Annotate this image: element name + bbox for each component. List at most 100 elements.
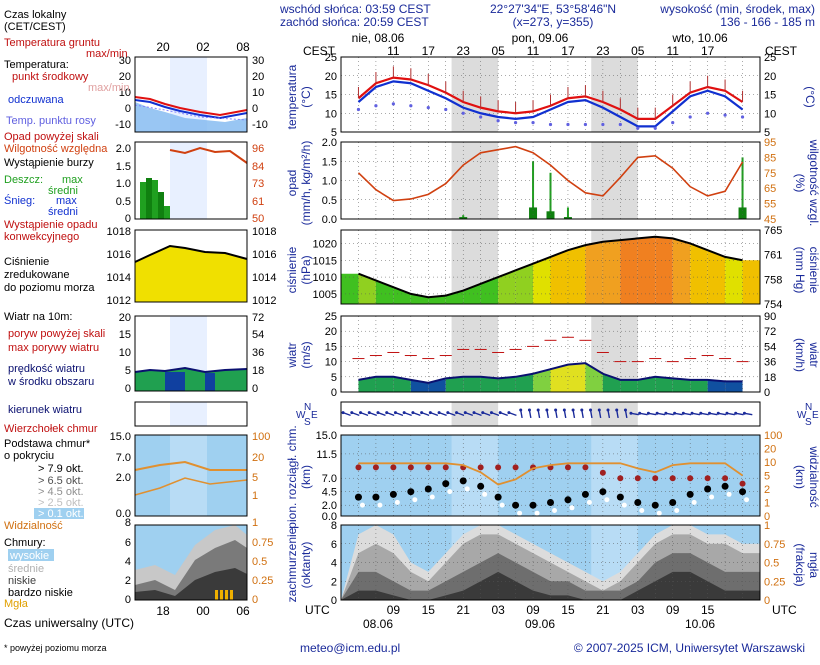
sunrise-text: wschód słońca: 03:59 CEST — [279, 2, 431, 16]
cloud-top-dot-4 — [425, 464, 432, 471]
legend-local-time: Czas lokalny — [4, 9, 67, 21]
mini-wind-left-2: 15 — [119, 329, 131, 341]
mini-cloudbase-axis: 15.0 7.0 2.0 0.0 100 20 5 1 — [110, 431, 271, 520]
wind-fill-1 — [375, 376, 394, 392]
cloud-low-cover-dot-3 — [412, 497, 418, 503]
mini-wind-right-5: 0 — [252, 383, 258, 395]
cest-label-left: CEST — [303, 44, 336, 58]
cloud-top-dot-22 — [739, 480, 746, 487]
mini-pres-right-3: 1014 — [252, 272, 276, 284]
dew-point-3 — [409, 104, 413, 108]
pressure-fill-19 — [690, 243, 708, 304]
cloud-base-dot-5 — [442, 480, 450, 488]
mini-top-tick-2: 02 — [196, 40, 210, 54]
felt-temp-line — [357, 80, 744, 128]
dew-point-13 — [583, 122, 588, 127]
cloud-top-dot-3 — [407, 464, 414, 471]
title-humid: wilgotność wzgl. — [807, 139, 820, 227]
hour-top-7: 05 — [631, 44, 645, 58]
cloud-low-cover-dot-21 — [726, 491, 732, 497]
cloud-top-dot-9 — [512, 464, 519, 471]
title-pres: ciśnienie — [285, 246, 299, 293]
panel-border-cb — [340, 434, 761, 517]
wind-dir-head-295 — [507, 411, 511, 415]
legend-c65: > 6.5 okt. — [38, 475, 84, 487]
cloud-top-dot-17 — [652, 475, 659, 482]
panel-border-dir — [340, 401, 761, 427]
legend-snow-avg: średni — [48, 206, 78, 218]
legend-temp-maxmin: max/min — [88, 82, 130, 94]
hour-bottom-2: 21 — [457, 603, 471, 617]
dew-point-15 — [618, 122, 622, 127]
ytick-right-cb-5: 1 — [764, 498, 770, 510]
visibility-line — [358, 462, 744, 486]
ytick-left-precip-3: 0.5 — [322, 195, 337, 207]
cloud-base-dot-15 — [616, 493, 624, 501]
wind-dir-head-445 — [597, 408, 601, 412]
compass-right-e: E — [812, 410, 819, 421]
wind-dir-head-310 — [519, 408, 523, 412]
wind-dir-head-700 — [742, 411, 746, 415]
mini-pres-right-4: 1012 — [252, 295, 276, 307]
hour-top-9: 17 — [701, 44, 715, 58]
dew-point-7 — [479, 115, 483, 119]
legend-pressure: Ciśnienie — [4, 256, 49, 268]
title-precip-unit: (mm/h, kg/m²/h) — [299, 141, 313, 226]
ytick-right-precip-3: 65 — [764, 183, 776, 195]
dew-point-11 — [548, 122, 553, 127]
mini-bottom-tick-3: 06 — [236, 604, 250, 618]
wind-dir-head-460 — [606, 408, 610, 412]
wind-dir-head-565 — [664, 411, 668, 415]
ytick-left-temp-1: 20 — [325, 71, 337, 83]
legend-cloud-base: Podstawa chmur* — [4, 438, 91, 450]
cloud-base-dot-21 — [721, 482, 729, 490]
ytick-left-temp-4: 5 — [331, 127, 337, 139]
mini-hum-right-2: 84 — [252, 161, 264, 173]
night-band-temp-0 — [451, 57, 499, 132]
ytick-left-pres-3: 1005 — [313, 289, 337, 301]
legend-gust-max: max porywy wiatru — [8, 342, 99, 354]
pressure-fill-20 — [707, 250, 726, 304]
ytick-left-pres-1: 1015 — [313, 255, 337, 267]
wind-dir-head-10 — [341, 411, 345, 415]
wind-dir-head-490 — [623, 408, 627, 412]
mini-wind-left-5: 0 — [125, 383, 131, 395]
cloud-low-cover-dot-19 — [691, 499, 697, 505]
mini-cl-left-5: 0 — [125, 594, 131, 606]
cloud-low-cover-dot-12 — [569, 505, 575, 511]
hour-top-8: 11 — [666, 44, 679, 58]
dew-point-22 — [740, 115, 745, 119]
ytick-right-pres-2: 758 — [764, 274, 782, 286]
mini-temp-left-5: -10 — [115, 119, 131, 131]
ytick-left-cl-0: 8 — [331, 520, 337, 532]
mini-temp-left-3: 10 — [119, 87, 131, 99]
wind-dir-head-670 — [725, 411, 729, 415]
mini-temp-left-4: 0 — [125, 103, 131, 115]
cloud-low-cover-dot-6 — [464, 486, 470, 492]
rain-max-bar-12 — [566, 207, 569, 219]
cloud-base-dot-14 — [599, 488, 607, 496]
mini-panel-wind — [134, 315, 248, 392]
cloud-top-dot-20 — [704, 475, 711, 482]
title-wind-right-unit: (km/h) — [793, 338, 807, 372]
ytick-left-cl-1: 6 — [331, 539, 337, 551]
cloud-low-cover-dot-9 — [517, 510, 523, 516]
wind-fill-10 — [533, 369, 551, 392]
legend-low: niskie — [8, 575, 36, 587]
wind-dir-head-595 — [681, 411, 685, 415]
title-vis-unit: (km) — [793, 465, 807, 489]
legend-visibility: Widzialność — [4, 520, 63, 532]
wind-fill-2 — [393, 376, 411, 392]
ytick-right-wind-3: 36 — [764, 357, 776, 369]
pressure-fill-13 — [585, 241, 603, 304]
hour-top-3: 05 — [491, 44, 505, 58]
mini-pres-left-2: 1016 — [107, 249, 131, 261]
legend-middle: średnie — [8, 563, 44, 575]
cloud-top-dot-7 — [477, 464, 484, 471]
legend-rain-avg: średni — [48, 185, 78, 197]
hour-bottom-8: 09 — [666, 603, 680, 617]
wind-dir-head-415 — [580, 408, 584, 412]
legend-cloud-base2: o pokryciu — [4, 450, 54, 462]
footer-email[interactable]: meteo@icm.edu.pl — [300, 641, 400, 655]
